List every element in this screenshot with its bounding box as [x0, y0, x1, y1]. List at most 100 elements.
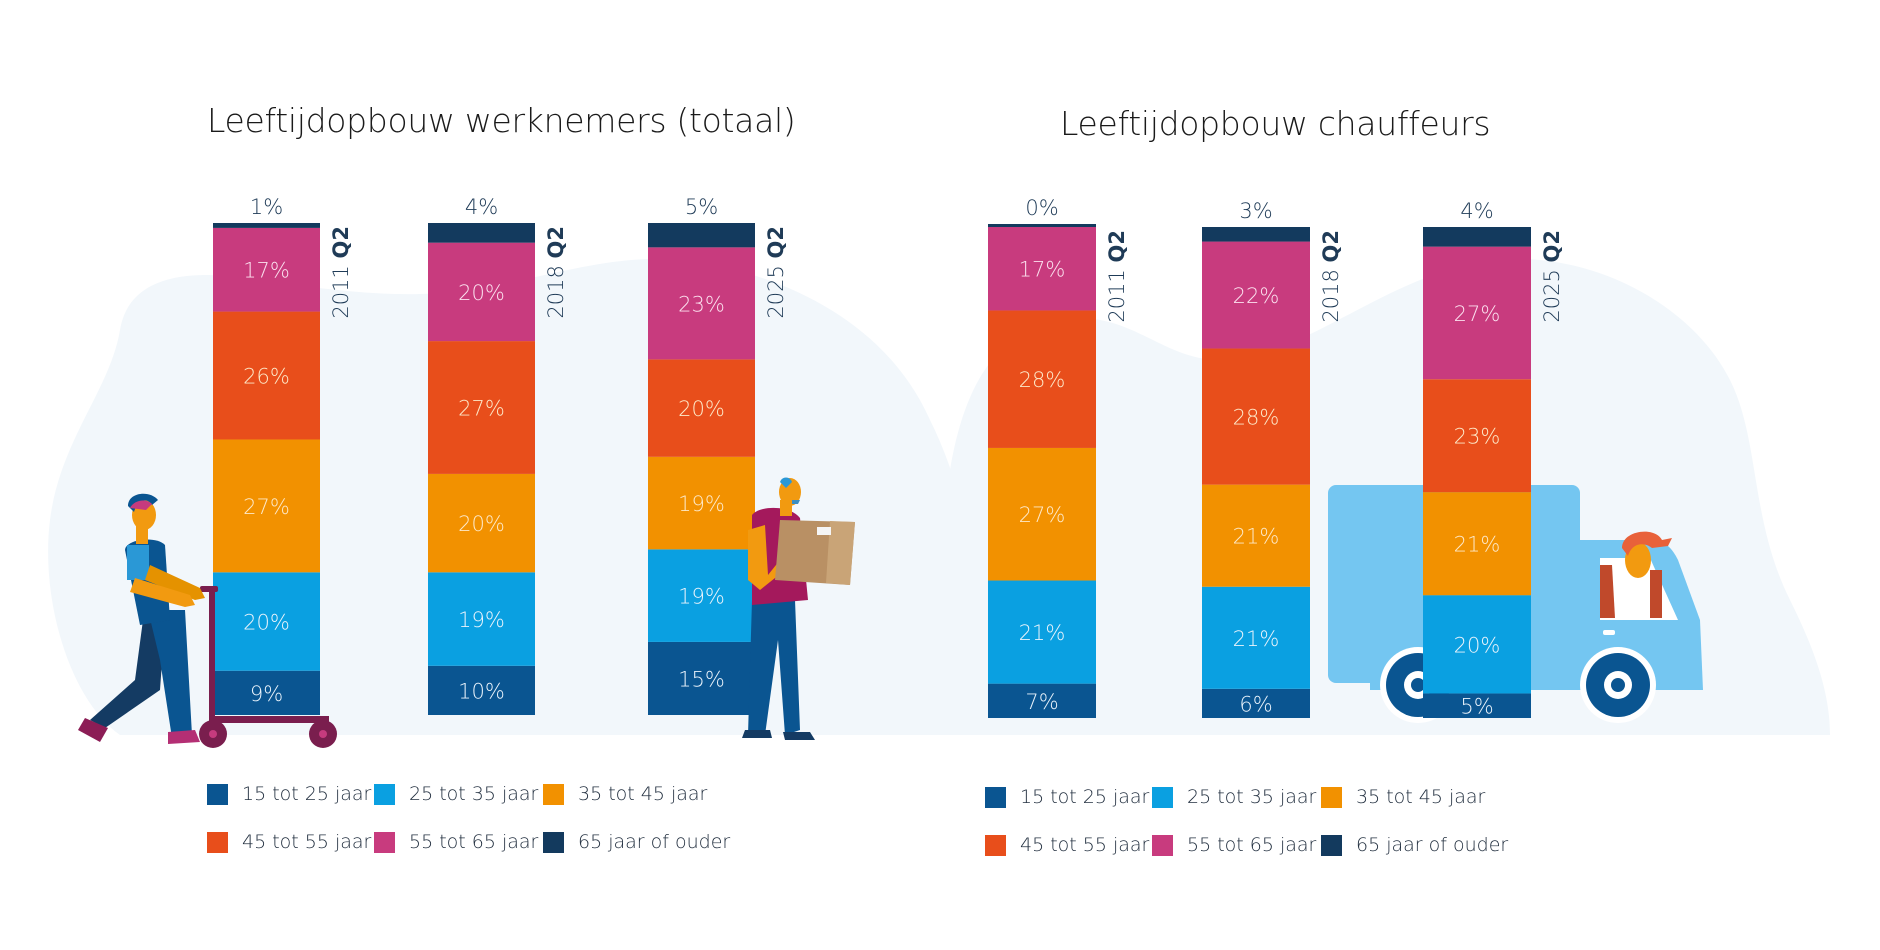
data-label: 19%: [678, 492, 725, 516]
year-label: 2025 Q2: [764, 226, 788, 319]
data-label: 27%: [1019, 503, 1066, 527]
bar-segment-25_35: [1423, 595, 1531, 694]
bar-segment-25_35: [213, 572, 320, 671]
legend-swatch: [985, 786, 1006, 808]
bar-segment-35_45: [428, 473, 535, 573]
stacked-bar-2018: 10% 19% 20% 27% 20% 4% 2018 Q2: [428, 195, 568, 715]
legend-swatch: [1321, 786, 1342, 808]
data-label: 20%: [458, 512, 505, 536]
legend-label: 45 tot 55 jaar: [1020, 834, 1150, 856]
data-label: 20%: [458, 281, 505, 305]
year-label-quarter: Q2: [1540, 230, 1564, 262]
data-label: 28%: [1233, 406, 1280, 430]
year-label-year: 2011: [329, 258, 353, 318]
bar-segment-55_65: [428, 242, 535, 342]
bar-segment-35_45: [1202, 484, 1310, 587]
data-label: 21%: [1454, 533, 1501, 557]
legend-swatch: [1152, 834, 1173, 856]
data-label: 23%: [1454, 425, 1501, 449]
bar-segment-15_25: [648, 641, 755, 715]
legend-item-65plus: 65 jaar of ouder: [543, 831, 730, 853]
data-label: 17%: [1019, 258, 1066, 282]
data-label: 5%: [1460, 695, 1493, 719]
bar-segment-35_45: [1423, 492, 1531, 596]
year-label-quarter: Q2: [329, 226, 353, 258]
year-label: 2018 Q2: [1319, 230, 1343, 323]
year-label: 2025 Q2: [1540, 230, 1564, 323]
data-label: 23%: [678, 292, 725, 316]
bar-segment-45_55: [213, 311, 320, 440]
legend-label: 65 jaar of ouder: [1356, 834, 1509, 856]
bar-segment-55_65: [1202, 241, 1310, 349]
bar-segment-45_55: [988, 310, 1096, 448]
legend-label: 55 tot 65 jaar: [1187, 834, 1317, 856]
year-label-quarter: Q2: [1319, 230, 1343, 262]
trolley-icon: [199, 586, 337, 748]
data-label: 20%: [678, 397, 725, 421]
legend-swatch: [1321, 834, 1342, 856]
year-label-quarter: Q2: [1105, 230, 1129, 262]
legend-label: 55 tot 65 jaar: [409, 831, 539, 853]
legend-swatch: [374, 831, 395, 853]
bar-segment-65plus: [428, 223, 535, 243]
bar-segment-55_65: [988, 227, 1096, 311]
bar-segment-15_25: [213, 670, 320, 715]
data-label: 1%: [250, 195, 283, 219]
legend-item-25_35: 25 tot 35 jaar: [1152, 786, 1316, 808]
data-label: 22%: [1233, 284, 1280, 308]
bar-segment-45_55: [1202, 348, 1310, 485]
bar-segment-15_25: [1202, 688, 1310, 718]
bar-segment-65plus: [213, 223, 320, 228]
legend-item-15_25: 15 tot 25 jaar: [985, 786, 1149, 808]
data-label: 4%: [465, 195, 498, 219]
legend-item-55_65: 55 tot 65 jaar: [374, 831, 538, 853]
legend-label: 25 tot 35 jaar: [409, 783, 539, 805]
bar-segment-65plus: [648, 223, 755, 248]
year-label: 2011 Q2: [1105, 230, 1129, 323]
legend-item-55_65: 55 tot 65 jaar: [1152, 834, 1316, 856]
data-label: 15%: [678, 667, 725, 691]
stacked-bar-2011: 9% 20% 27% 26% 17% 1% 2011 Q2: [213, 195, 353, 715]
legend-label: 35 tot 45 jaar: [1356, 786, 1486, 808]
legend-item-45_55: 45 tot 55 jaar: [207, 831, 371, 853]
bar-segment-65plus-zero-line: [988, 224, 1096, 227]
data-label: 3%: [1239, 199, 1272, 223]
legend-swatch: [543, 783, 564, 805]
year-label-quarter: Q2: [764, 226, 788, 258]
legend-item-35_45: 35 tot 45 jaar: [1321, 786, 1485, 808]
legend-item-25_35: 25 tot 35 jaar: [374, 783, 538, 805]
year-label-year: 2018: [544, 258, 568, 318]
year-label-year: 2011: [1105, 262, 1129, 322]
bar-segment-25_35: [988, 580, 1096, 684]
legend-item-65plus: 65 jaar of ouder: [1321, 834, 1508, 856]
legend-label: 15 tot 25 jaar: [242, 783, 372, 805]
data-label: 27%: [458, 397, 505, 421]
year-label-year: 2025: [1540, 262, 1564, 322]
stacked-bar-2018: 6% 21% 21% 28% 22% 3% 2018 Q2: [1202, 199, 1343, 718]
data-label: 21%: [1233, 627, 1280, 651]
legend-label: 25 tot 35 jaar: [1187, 786, 1317, 808]
legend-item-15_25: 15 tot 25 jaar: [207, 783, 371, 805]
bar-segment-15_25: [428, 665, 535, 715]
data-label: 21%: [1233, 525, 1280, 549]
year-label-year: 2018: [1319, 262, 1343, 322]
legend-swatch: [1152, 786, 1173, 808]
year-label: 2018 Q2: [544, 226, 568, 319]
year-label-quarter: Q2: [544, 226, 568, 258]
data-label: 4%: [1460, 199, 1493, 223]
data-label: 7%: [1025, 690, 1058, 714]
legend-swatch: [543, 831, 564, 853]
data-label: 0%: [1025, 196, 1058, 220]
stacked-bar-2025: 5% 20% 21% 23% 27% 4% 2025 Q2: [1423, 199, 1564, 719]
bar-segment-45_55: [428, 341, 535, 474]
bar-segment-55_65: [1423, 246, 1531, 380]
bar-segment-35_45: [213, 439, 320, 573]
data-label: 9%: [250, 682, 283, 706]
chart-title-chauffeurs: Leeftijdopbouw chauffeurs: [1060, 104, 1491, 143]
bar-segment-65plus: [1423, 227, 1531, 247]
bar-segment-45_55: [648, 359, 755, 457]
bar-segment-35_45: [988, 447, 1096, 581]
bar-segment-15_25: [1423, 693, 1531, 718]
data-label: 19%: [458, 608, 505, 632]
